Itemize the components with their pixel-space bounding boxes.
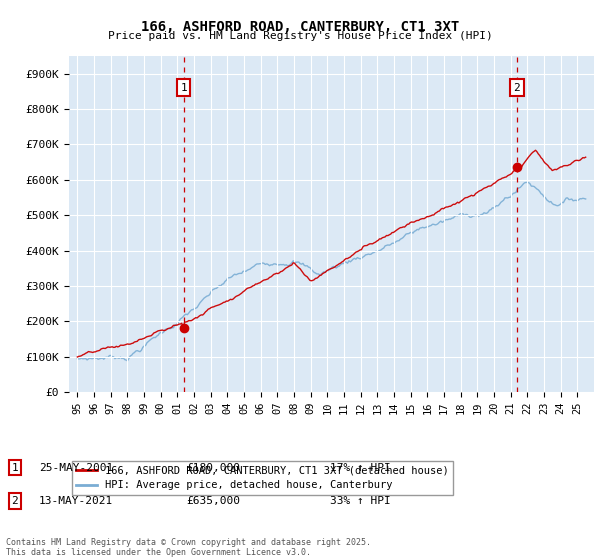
Text: Contains HM Land Registry data © Crown copyright and database right 2025.
This d: Contains HM Land Registry data © Crown c…: [6, 538, 371, 557]
Text: 33% ↑ HPI: 33% ↑ HPI: [330, 496, 391, 506]
Text: £180,000: £180,000: [186, 463, 240, 473]
Text: 166, ASHFORD ROAD, CANTERBURY, CT1 3XT: 166, ASHFORD ROAD, CANTERBURY, CT1 3XT: [141, 20, 459, 34]
Text: 1: 1: [180, 83, 187, 93]
Text: £635,000: £635,000: [186, 496, 240, 506]
Text: 1: 1: [11, 463, 19, 473]
Text: Price paid vs. HM Land Registry's House Price Index (HPI): Price paid vs. HM Land Registry's House …: [107, 31, 493, 41]
Text: 2: 2: [11, 496, 19, 506]
Text: 2: 2: [514, 83, 520, 93]
Text: 17% ↑ HPI: 17% ↑ HPI: [330, 463, 391, 473]
Text: 25-MAY-2001: 25-MAY-2001: [39, 463, 113, 473]
Text: 13-MAY-2021: 13-MAY-2021: [39, 496, 113, 506]
Legend: 166, ASHFORD ROAD, CANTERBURY, CT1 3XT (detached house), HPI: Average price, det: 166, ASHFORD ROAD, CANTERBURY, CT1 3XT (…: [71, 461, 453, 494]
